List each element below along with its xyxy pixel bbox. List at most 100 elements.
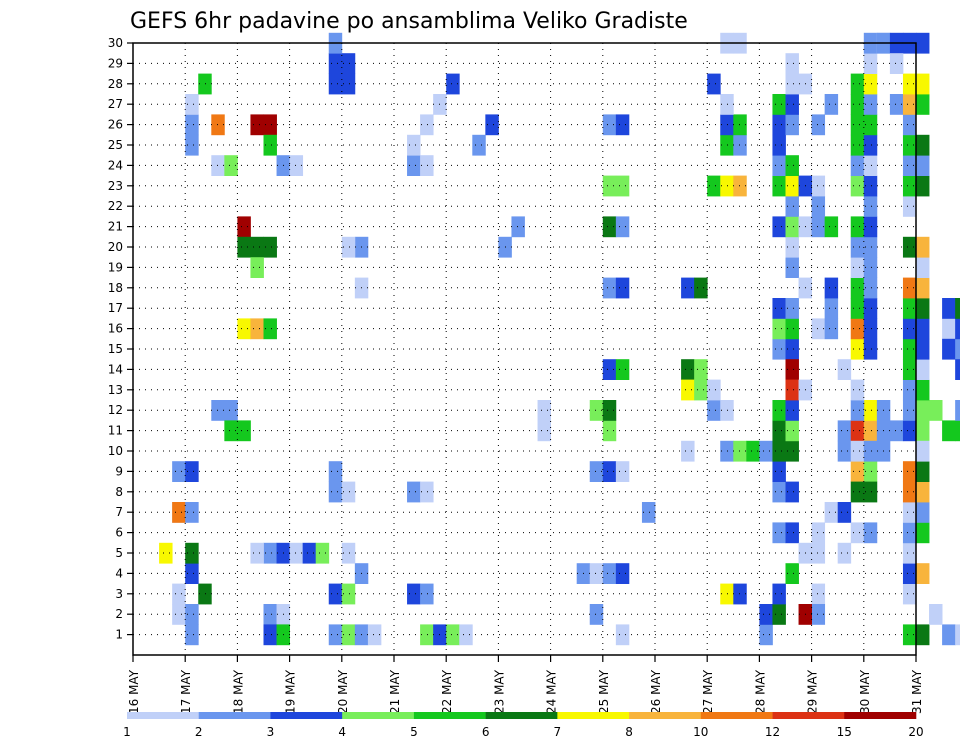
heatmap-cell — [720, 114, 734, 136]
heatmap-cell — [589, 400, 604, 421]
heatmap-cell — [420, 583, 434, 605]
heatmap-cell — [250, 257, 264, 278]
heatmap-cell — [185, 114, 199, 136]
colorbar-label: 4 — [338, 725, 346, 739]
heatmap-cell — [772, 481, 786, 503]
x-tick-label: 17 MAY — [179, 669, 193, 714]
y-tick-label: 13 — [108, 383, 123, 397]
heatmap-cell — [850, 379, 865, 401]
heatmap-cell — [341, 624, 356, 646]
y-tick-label: 20 — [108, 240, 123, 254]
x-tick-label: 28 MAY — [753, 669, 767, 714]
heatmap-cell — [185, 134, 199, 156]
heatmap-cell — [785, 196, 799, 217]
heatmap-cell — [785, 440, 799, 462]
heatmap-cell — [916, 155, 930, 176]
y-tick-label: 2 — [115, 607, 123, 621]
colorbar-label: 8 — [625, 725, 633, 739]
heatmap-cell — [772, 400, 786, 421]
heatmap-cell — [602, 400, 617, 421]
heatmap-cell — [224, 420, 238, 442]
colorbar-label: 10 — [693, 725, 708, 739]
heatmap-cell — [824, 94, 839, 115]
colorbar-swatch — [629, 712, 702, 719]
heatmap-cell — [772, 298, 786, 319]
heatmap-cell — [916, 563, 930, 584]
heatmap-cell — [850, 155, 865, 176]
heatmap-cell — [772, 338, 786, 360]
colorbar-label: 6 — [482, 725, 490, 739]
heatmap-cell — [159, 542, 173, 564]
heatmap-cell — [916, 277, 930, 299]
heatmap-cell — [863, 440, 878, 462]
heatmap-cell — [785, 359, 799, 380]
x-tick-label: 29 MAY — [806, 669, 820, 714]
y-tick-label: 21 — [108, 220, 123, 234]
y-tick-label: 8 — [115, 485, 123, 499]
heatmap-cell — [785, 338, 799, 360]
heatmap-cell — [929, 400, 943, 421]
heatmap-cell — [237, 216, 251, 238]
heatmap-cell — [772, 94, 786, 115]
heatmap-cell — [446, 624, 460, 646]
heatmap-cell — [824, 298, 839, 319]
heatmap-cell — [707, 73, 721, 95]
heatmap-cell — [172, 461, 186, 482]
heatmap-cell — [250, 236, 264, 258]
heatmap-cell — [863, 277, 878, 299]
heatmap-cell — [237, 318, 251, 340]
heatmap-cell — [902, 175, 917, 197]
heatmap-cell — [850, 461, 865, 482]
heatmap-cell — [615, 624, 630, 646]
colorbar-swatch — [270, 712, 343, 719]
heatmap-cell — [263, 604, 277, 625]
heatmap-cell — [759, 604, 773, 625]
heatmap-cell — [785, 73, 799, 95]
heatmap-cell — [916, 32, 930, 54]
heatmap-cell — [824, 216, 839, 238]
heatmap-cell — [341, 583, 356, 605]
heatmap-cell — [955, 318, 960, 340]
colorbar-swatch — [557, 712, 630, 719]
heatmap-cell — [916, 94, 930, 115]
heatmap-cell — [263, 624, 277, 646]
heatmap-cell — [720, 400, 734, 421]
heatmap-cell — [850, 338, 865, 360]
heatmap-cell — [681, 359, 695, 380]
heatmap-cell — [407, 481, 421, 503]
heatmap-cell — [185, 502, 199, 523]
heatmap-cell — [420, 155, 434, 176]
y-tick-label: 14 — [108, 362, 123, 376]
heatmap-cell — [902, 277, 917, 299]
heatmap-cell — [589, 461, 604, 482]
y-tick-label: 18 — [108, 281, 123, 295]
heatmap-cell — [263, 114, 277, 136]
heatmap-cell — [185, 94, 199, 115]
heatmap-cell — [785, 481, 799, 503]
heatmap-cell — [707, 175, 721, 197]
heatmap-cell — [289, 155, 304, 176]
heatmap-cell — [902, 359, 917, 380]
grid-lines — [133, 42, 916, 655]
heatmap-cell — [615, 216, 630, 238]
colorbar-swatch — [198, 712, 271, 719]
heatmap-cell — [328, 624, 343, 646]
heatmap-cell — [955, 420, 960, 442]
y-tick-label: 9 — [115, 464, 123, 478]
heatmap-cell — [785, 53, 799, 74]
heatmap-cell — [537, 400, 551, 421]
heatmap-cell — [837, 542, 852, 564]
heatmap-cell — [916, 298, 930, 319]
heatmap-cell — [720, 583, 734, 605]
heatmap-cell — [211, 400, 225, 421]
heatmap-cell — [863, 461, 878, 482]
heatmap-cell — [916, 420, 930, 442]
heatmap-cell — [733, 114, 747, 136]
heatmap-cell — [902, 481, 917, 503]
heatmap-cell — [863, 257, 878, 278]
heatmap-cell — [811, 542, 826, 564]
heatmap-cell — [263, 318, 277, 340]
heatmap-cell — [916, 522, 930, 544]
colorbar-label: 2 — [195, 725, 203, 739]
